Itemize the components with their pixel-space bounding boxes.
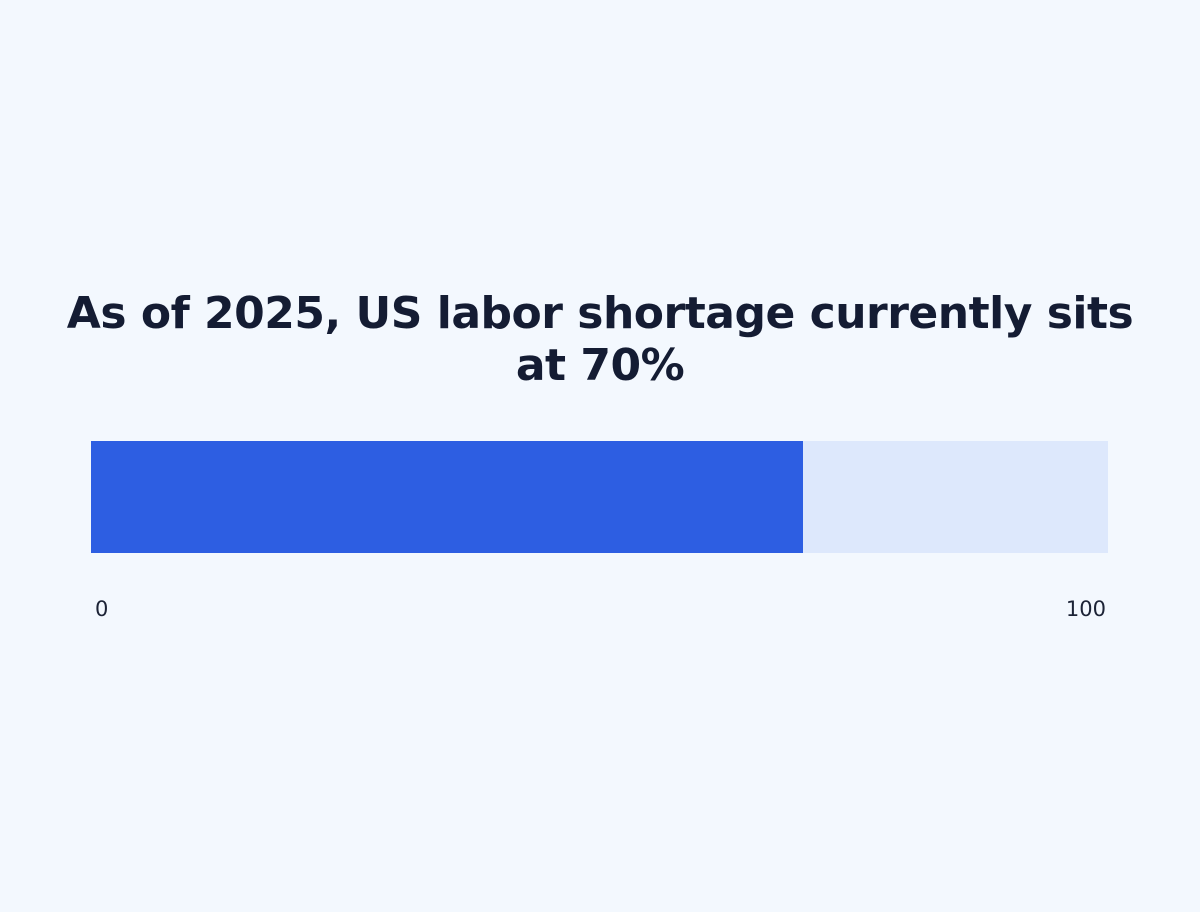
progress-bar-track bbox=[91, 441, 1108, 553]
chart-title: As of 2025, US labor shortage currently … bbox=[66, 288, 1134, 391]
axis-min-label: 0 bbox=[95, 597, 109, 621]
progress-bar-fill bbox=[91, 441, 803, 553]
axis-max-label: 100 bbox=[1065, 597, 1106, 621]
